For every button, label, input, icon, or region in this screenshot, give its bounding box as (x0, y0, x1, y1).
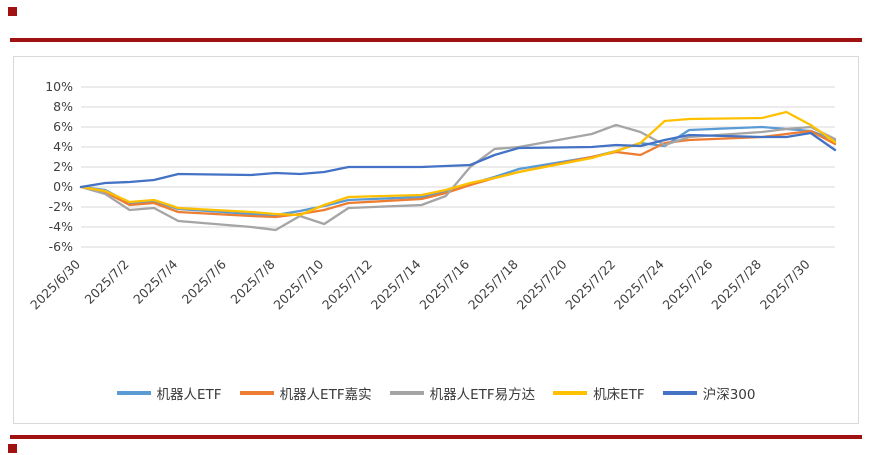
legend-line-swatch (662, 391, 697, 395)
x-axis-label: 2025/7/18 (465, 256, 521, 312)
y-axis-label: 6% (53, 119, 73, 134)
legend-line-swatch (116, 391, 151, 395)
x-axis-label: 2025/7/28 (708, 256, 764, 312)
legend-item: 沪深300 (662, 383, 756, 403)
x-axis-label: 2025/7/14 (368, 256, 424, 312)
line-chart: 10%8%6%4%2%0%-2%-4%-6%2025/6/302025/7/22… (27, 79, 837, 313)
legend-label: 沪深300 (702, 387, 756, 403)
x-axis-label: 2025/7/24 (611, 256, 667, 312)
chart-container: 10% 8% 6% 4% 2% 0% -2% -4% -6% 2025/6/30 2025/7/2 2… (13, 56, 859, 424)
x-axis-label: 2025/7/16 (416, 256, 472, 312)
y-axis-label: 10% (45, 79, 73, 94)
bottom-divider-rule (10, 435, 862, 439)
x-axis-label: 2025/6/30 (27, 256, 83, 312)
y-axis-label: -2% (49, 199, 73, 214)
corner-accent-bottom-left (8, 444, 17, 453)
y-axis-label: 8% (53, 99, 73, 114)
x-axis-label: 2025/7/20 (514, 256, 570, 312)
legend-line-swatch (553, 391, 588, 395)
x-axis-label: 2025/7/22 (562, 257, 618, 313)
top-divider-rule (10, 38, 862, 42)
legend-line-swatch (239, 391, 274, 395)
series-line-3 (79, 110, 837, 217)
x-axis-label: 2025/7/30 (757, 256, 813, 312)
x-axis-label: 2025/7/8 (227, 256, 277, 306)
series-line-4 (79, 131, 837, 189)
legend-item: 机床ETF (553, 383, 645, 403)
series-line-1 (79, 129, 837, 219)
legend-label: 机床ETF (593, 387, 645, 403)
legend-item: 机器人ETF易方达 (389, 383, 536, 403)
y-axis-label: 0% (53, 179, 73, 194)
legend-line-swatch (389, 391, 424, 395)
x-axis-label: 2025/7/2 (81, 257, 131, 307)
x-axis-label: 2025/7/10 (270, 256, 326, 312)
legend-item: 机器人ETF嘉实 (239, 383, 372, 403)
legend-label: 机器人ETF嘉实 (279, 387, 372, 403)
chart-legend: 机器人ETF 机器人ETF嘉实 机器人ETF易方达 机床ETF 沪深300 (14, 383, 858, 403)
y-axis-label: 2% (53, 159, 73, 174)
x-axis-label: 2025/7/6 (179, 256, 229, 306)
y-axis-label: -6% (49, 239, 73, 254)
legend-label: 机器人ETF (156, 387, 222, 403)
y-axis-label: -4% (49, 219, 73, 234)
y-axis-label: 4% (53, 139, 73, 154)
x-axis-label: 2025/7/12 (319, 257, 375, 313)
series-line-2 (79, 123, 837, 232)
x-axis-label: 2025/7/26 (660, 256, 716, 312)
corner-accent-top-left (8, 7, 17, 16)
legend-label: 机器人ETF易方达 (429, 387, 536, 403)
legend-item: 机器人ETF (116, 383, 222, 403)
x-axis-label: 2025/7/4 (130, 256, 180, 306)
series-line-0 (79, 125, 837, 217)
